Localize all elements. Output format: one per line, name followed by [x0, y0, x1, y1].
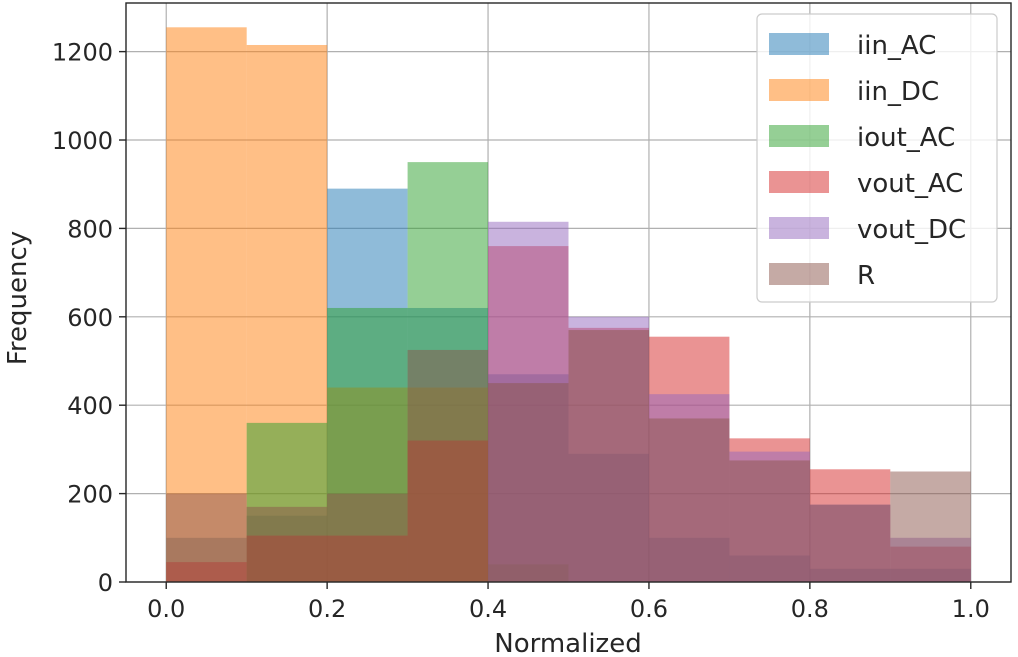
bar-R-bin-1: [246, 506, 328, 582]
x-tick-label: 1.0: [952, 595, 990, 623]
legend-label-vout_AC: vout_AC: [857, 169, 963, 199]
series-R: [166, 330, 971, 582]
y-tick-label: 600: [67, 304, 113, 332]
x-axis-label: Normalized: [494, 629, 641, 657]
legend-swatch-iout_AC: [769, 125, 829, 147]
legend-label-iout_AC: iout_AC: [857, 123, 955, 153]
legend-swatch-iin_DC: [769, 79, 829, 101]
x-tick-label: 0.2: [308, 595, 346, 623]
x-tick-label: 0.6: [630, 595, 668, 623]
y-axis: 0 200 400 600 800 1000 1200: [52, 39, 126, 597]
y-tick-label: 0: [98, 569, 113, 597]
legend-label-iin_DC: iin_DC: [857, 77, 939, 107]
legend-label-iin_AC: iin_AC: [857, 31, 936, 61]
y-tick-label: 200: [67, 481, 113, 509]
axes-frame: [125, 2, 1012, 583]
x-tick-label: 0.8: [791, 595, 829, 623]
bar-R-bin-7: [729, 460, 810, 582]
bar-R-bin-3: [407, 349, 489, 582]
bar-R-bin-2: [327, 493, 408, 582]
legend-swatch-iin_AC: [769, 33, 829, 55]
y-axis-label: Frequency: [3, 231, 33, 365]
x-tick-label: 0.0: [147, 595, 185, 623]
legend: iin_AC iin_DC iout_AC vout_AC vout_DC R: [756, 13, 998, 303]
bar-R-bin-9: [890, 471, 971, 582]
legend-label-R: R: [857, 261, 875, 291]
legend-swatch-R: [769, 263, 829, 285]
y-tick-label: 400: [67, 392, 113, 420]
bar-iin_DC-bin-0: [166, 27, 247, 583]
y-tick-label: 1200: [52, 39, 113, 67]
bar-R-bin-8: [809, 504, 891, 582]
bar-R-bin-4: [488, 383, 569, 582]
bar-R-bin-0: [166, 493, 247, 582]
legend-swatch-vout_DC: [769, 217, 829, 239]
x-tick-label: 0.4: [469, 595, 507, 623]
plot-border: [125, 2, 1012, 583]
bar-R-bin-5: [568, 330, 649, 582]
x-axis: 0.0 0.2 0.4 0.6 0.8 1.0: [147, 582, 990, 623]
y-tick-label: 800: [67, 215, 113, 243]
legend-swatch-vout_AC: [769, 171, 829, 193]
bars: [166, 27, 971, 583]
legend-label-vout_DC: vout_DC: [857, 215, 966, 245]
y-tick-label: 1000: [52, 127, 113, 155]
bar-R-bin-6: [648, 418, 730, 582]
